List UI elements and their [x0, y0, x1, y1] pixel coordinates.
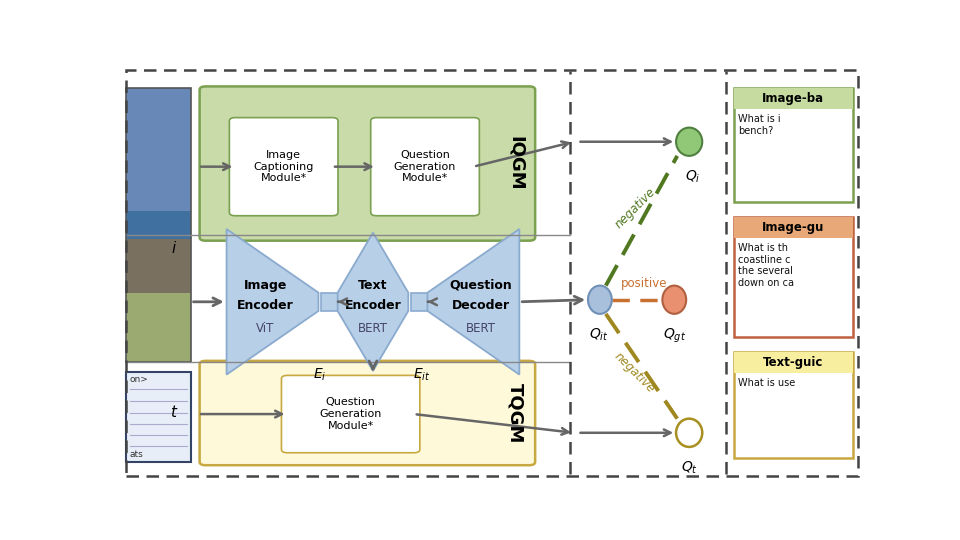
Text: Image: Image: [244, 279, 287, 292]
FancyBboxPatch shape: [200, 361, 535, 465]
Bar: [733, 217, 852, 337]
Text: Text-guic: Text-guic: [763, 356, 824, 369]
Text: positive: positive: [621, 276, 668, 289]
Text: Decoder: Decoder: [451, 300, 510, 313]
Text: Image-gu: Image-gu: [762, 221, 825, 234]
FancyBboxPatch shape: [200, 86, 535, 241]
Text: negative: negative: [612, 349, 658, 395]
FancyBboxPatch shape: [229, 118, 338, 216]
FancyBboxPatch shape: [371, 118, 479, 216]
Text: Image-ba: Image-ba: [762, 92, 825, 105]
Bar: [733, 352, 852, 373]
Text: $Q_{gt}$: $Q_{gt}$: [662, 327, 685, 345]
Text: ats: ats: [130, 450, 143, 459]
Text: BERT: BERT: [466, 322, 495, 335]
Text: on>: on>: [130, 375, 149, 384]
Text: Encoder: Encoder: [345, 300, 401, 313]
Text: ViT: ViT: [256, 322, 275, 335]
Bar: [733, 352, 852, 458]
Bar: [126, 87, 191, 211]
Text: $E_i$: $E_i$: [313, 366, 326, 383]
Bar: [126, 211, 191, 294]
Text: What is use: What is use: [738, 379, 796, 388]
Text: TQGM: TQGM: [507, 383, 525, 443]
Bar: [126, 87, 191, 362]
FancyBboxPatch shape: [411, 293, 428, 311]
Text: Image
Captioning
Module*: Image Captioning Module*: [253, 150, 314, 183]
Text: $Q_t$: $Q_t$: [681, 460, 698, 476]
Polygon shape: [338, 233, 408, 371]
Ellipse shape: [588, 286, 612, 314]
Bar: [126, 373, 191, 462]
Polygon shape: [427, 229, 519, 375]
Text: $Q_i$: $Q_i$: [685, 168, 701, 185]
Text: BERT: BERT: [358, 322, 388, 335]
Text: Question
Generation
Module*: Question Generation Module*: [320, 397, 382, 431]
Bar: [126, 294, 191, 362]
Text: $E_{it}$: $E_{it}$: [413, 366, 430, 383]
Polygon shape: [227, 229, 319, 375]
Text: What is th
coastline c
the several
down on ca: What is th coastline c the several down …: [738, 243, 794, 288]
Bar: [126, 211, 191, 239]
Text: Encoder: Encoder: [237, 300, 294, 313]
Text: IQGM: IQGM: [507, 136, 525, 191]
FancyBboxPatch shape: [281, 375, 420, 453]
Bar: [733, 217, 852, 238]
Text: Question
Generation
Module*: Question Generation Module*: [394, 150, 456, 183]
Ellipse shape: [676, 127, 703, 156]
Text: $Q_{it}$: $Q_{it}$: [588, 327, 609, 343]
Text: $i$: $i$: [171, 240, 178, 256]
Ellipse shape: [676, 418, 703, 447]
Bar: [733, 87, 852, 109]
Text: What is i
bench?: What is i bench?: [738, 114, 780, 136]
Ellipse shape: [662, 286, 686, 314]
Text: Text: Text: [358, 279, 388, 292]
FancyBboxPatch shape: [321, 293, 339, 311]
Text: negative: negative: [612, 185, 658, 231]
Text: Question: Question: [449, 279, 512, 292]
Text: $t$: $t$: [170, 404, 179, 420]
Bar: [733, 87, 852, 202]
